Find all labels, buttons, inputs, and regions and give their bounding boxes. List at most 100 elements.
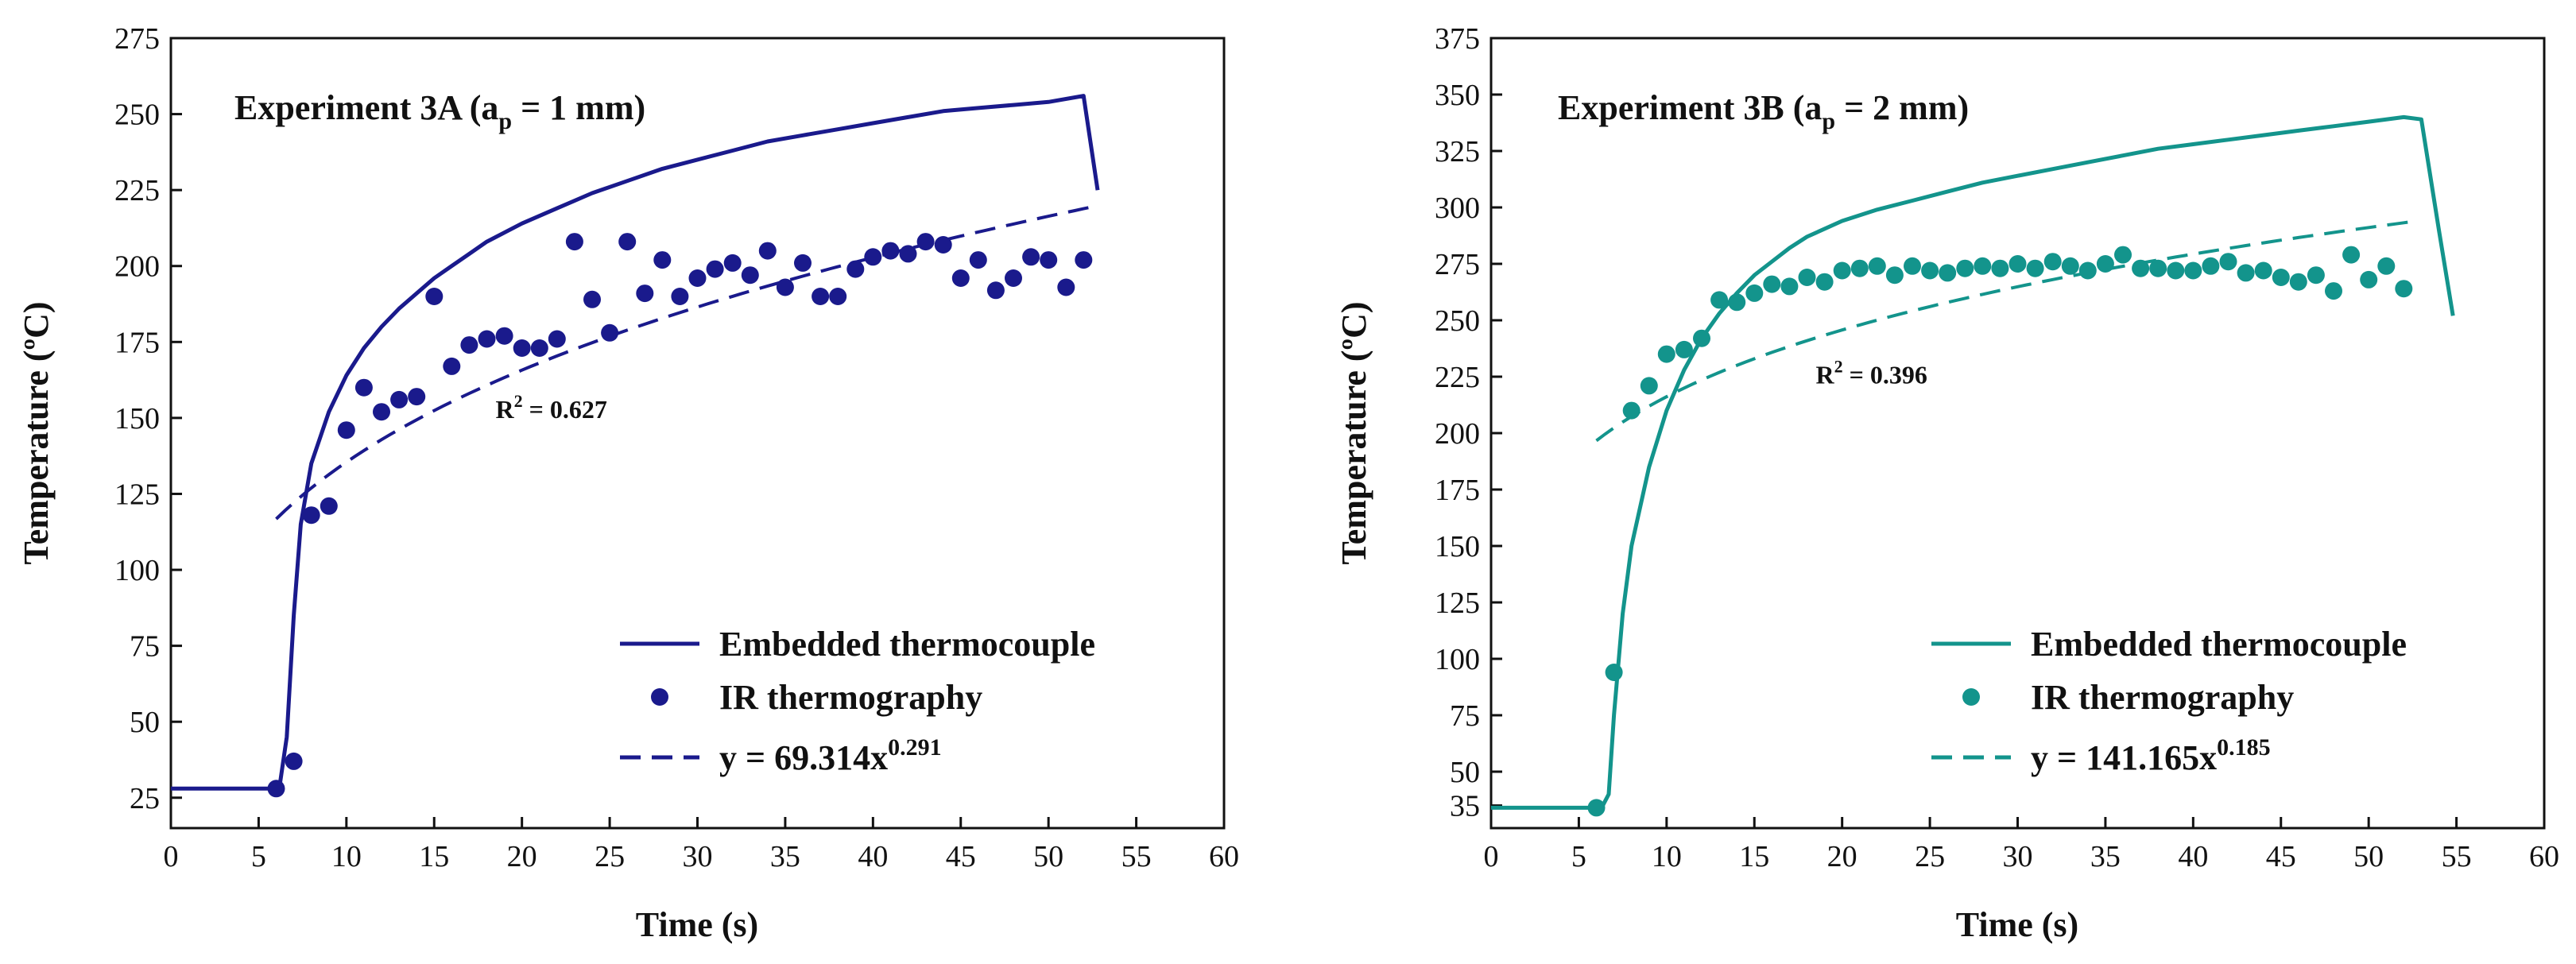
x-tick-label-3a-40: 40 [858,840,888,873]
ir-point-3a-43 [1022,248,1040,266]
legend-3b: Embedded thermocouple IR thermography y … [1931,625,2407,777]
ir-point-3a-4 [337,421,355,439]
ir-point-3b-21 [1956,259,1974,277]
y-tick-label-3b-125: 125 [1435,587,1480,620]
tick-group-3a: 0 5 10 15 20 25 30 35 40 45 50 55 60 25 50 75 100 125 150 1… [114,22,1239,873]
ir-point-3b-14 [1833,261,1851,280]
ir-point-3b-16 [1868,257,1886,275]
y-tick-label-3b-175: 175 [1435,474,1480,507]
y-tick-label-3b-375: 375 [1435,22,1480,56]
ir-point-3b-26 [2043,253,2062,271]
y-tick-label-3a-250: 250 [114,99,160,132]
ir-point-3b-15 [1850,259,1869,277]
ir-point-3b-19 [1921,261,1939,280]
legend-line-label-3a: Embedded thermocouple [719,625,1095,664]
ir-point-3b-25 [2026,259,2044,277]
y-tick-label-3a-275: 275 [114,22,160,56]
x-tick-label-3b-60: 60 [2529,840,2559,873]
ir-point-3b-18 [1904,257,1921,275]
ir-point-3a-2 [302,506,320,525]
series-group-3b [1491,114,2455,817]
power-fit-line-3b [1595,219,2413,443]
ir-point-3b-37 [2237,264,2255,282]
ir-point-3b-40 [2289,273,2307,291]
series-group-3a [171,94,1100,798]
ir-point-3b-30 [2114,246,2132,264]
ir-point-3b-5 [1675,340,1693,358]
y-tick-label-3b-35: 35 [1450,790,1480,823]
r2-annotation-3a: R2 = 0.627 [496,391,607,424]
ir-point-3a-15 [530,339,548,357]
y-tick-label-3b-75: 75 [1450,699,1480,733]
ir-point-3b-8 [1728,293,1746,312]
legend-points-label-3b: IR thermography [2031,678,2294,717]
x-tick-label-3a-60: 60 [1209,840,1239,873]
ir-point-3a-5 [354,378,373,397]
panel-title-3a: Experiment 3A (ap = 1 mm) [234,88,645,134]
x-tick-label-3a-0: 0 [164,840,179,873]
tick-group-3b: 0 5 10 15 20 25 30 35 40 45 50 55 603550751001251501… [1435,22,2559,873]
ir-point-3a-37 [916,233,935,251]
ir-point-3b-20 [1939,264,1957,282]
x-tick-label-3b-30: 30 [2003,840,2033,873]
ir-point-3b-22 [1974,257,1992,275]
ir-point-3b-23 [1991,259,2009,277]
ir-point-3a-29 [776,278,794,296]
x-tick-label-3b-55: 55 [2442,840,2472,873]
ir-point-3b-2 [1622,401,1641,420]
y-tick-label-3a-25: 25 [130,782,160,815]
x-tick-label-3a-25: 25 [595,840,625,873]
ir-point-3b-31 [2132,259,2150,277]
y-tick-label-3b-100: 100 [1435,643,1480,676]
x-tick-label-3b-35: 35 [2090,840,2121,873]
ir-point-3a-3 [320,497,338,515]
ir-point-3b-6 [1693,329,1710,347]
ir-point-3a-20 [618,233,637,251]
ir-point-3a-34 [864,248,882,266]
ir-point-3a-45 [1057,278,1075,296]
ir-point-3a-9 [425,288,444,305]
y-tick-label-3a-200: 200 [114,250,160,284]
ir-point-3a-40 [969,251,987,269]
ir-point-3b-17 [1885,266,1904,285]
x-tick-label-3a-45: 45 [946,840,976,873]
x-tick-label-3a-20: 20 [507,840,537,873]
x-tick-label-3b-15: 15 [1739,840,1769,873]
ir-point-3a-14 [513,339,531,357]
ir-point-3b-35 [2202,257,2220,275]
ir-point-3b-32 [2149,259,2167,277]
y-tick-label-3b-275: 275 [1435,248,1480,281]
ir-point-3b-45 [2377,257,2396,275]
x-axis-title-3a: Time (s) [636,905,758,944]
ir-point-3b-1 [1605,664,1623,681]
y-tick-label-3a-125: 125 [114,478,160,511]
power-fit-line-3a [275,205,1093,521]
y-axis-title-3a: Temperature (ºC) [17,301,56,564]
legend-points-label-3a: IR thermography [719,678,982,717]
ir-point-3a-12 [478,330,496,348]
ir-point-3b-34 [2184,261,2202,280]
ir-point-3a-23 [671,288,689,305]
y-tick-label-3a-50: 50 [130,706,160,739]
ir-point-3a-11 [460,336,478,354]
x-tick-label-3b-25: 25 [1915,840,1945,873]
ir-point-3a-17 [565,233,583,251]
panel-experiment-3b: 0 5 10 15 20 25 30 35 40 45 50 55 603550751001251501… [1334,22,2559,944]
ir-point-3a-36 [899,245,917,263]
plot-frame-3a [169,37,1226,830]
y-tick-label-3b-50: 50 [1450,756,1480,789]
x-tick-label-3b-45: 45 [2266,840,2296,873]
ir-point-3a-33 [846,260,865,278]
ir-point-3a-28 [758,242,777,260]
ir-point-3a-27 [741,266,759,285]
ir-point-3a-35 [881,242,900,260]
ir-point-3b-41 [2307,266,2325,285]
ir-point-3a-42 [1005,269,1022,287]
ir-point-3b-7 [1710,291,1729,309]
x-tick-label-3a-35: 35 [770,840,800,873]
x-axis-title-3b: Time (s) [1956,905,2078,944]
ir-point-3a-21 [636,285,654,303]
ir-point-3a-22 [653,251,672,269]
ir-point-3b-12 [1798,269,1816,286]
x-tick-label-3a-55: 55 [1121,840,1152,873]
